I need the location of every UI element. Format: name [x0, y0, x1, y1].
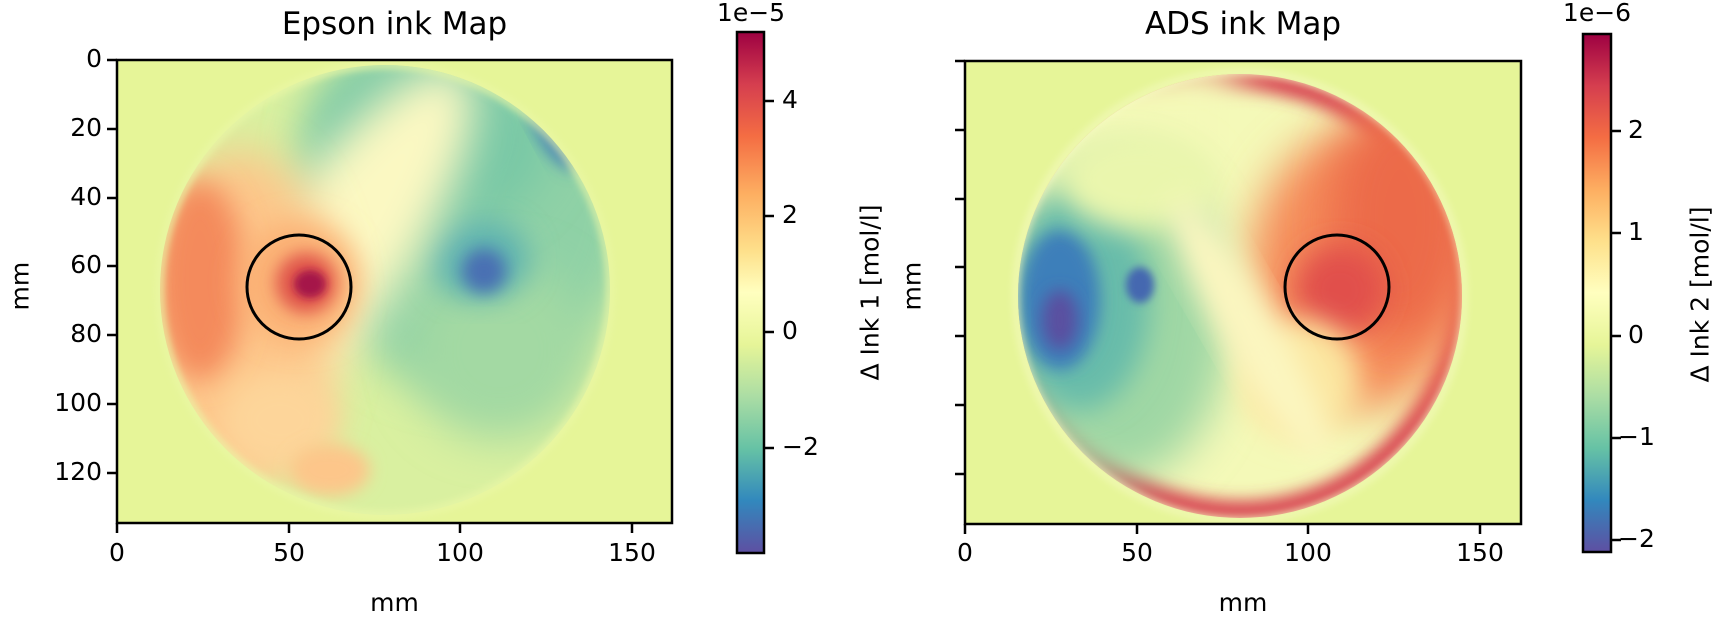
epson-axes-frame — [115, 58, 674, 525]
epson-ytick-label: 100 — [54, 388, 102, 417]
ads-ylabel: mm — [897, 261, 927, 311]
ads-y-ticks — [955, 59, 965, 476]
ads-heatmap — [955, 59, 1523, 534]
ads-cbar-tick-label: −2 — [1618, 524, 1655, 553]
epson-ytick-label: 20 — [70, 113, 102, 142]
epson-heatmap — [107, 58, 674, 533]
epson-x-ticks — [115, 523, 634, 533]
ads-colorbar-offset: 1e−6 — [1562, 0, 1632, 27]
epson-ytick-label: 120 — [54, 457, 102, 486]
epson-chart-title: Epson ink Map — [281, 6, 508, 42]
ads-annotation-circle — [1283, 233, 1391, 341]
epson-xtick-label: 0 — [109, 538, 125, 567]
ads-x-ticks — [963, 524, 1482, 534]
epson-colorbar-label: Δ Ink 1 [mol/l] — [855, 204, 885, 381]
ads-xtick-label: 50 — [1121, 538, 1153, 567]
epson-xlabel: mm — [370, 588, 419, 617]
ads-colorbar-label: Δ Ink 2 [mol/l] — [1685, 206, 1715, 383]
epson-ytick-label: 40 — [70, 182, 102, 211]
epson-xtick-label: 100 — [436, 538, 484, 567]
ads-cbar-tick-label: 2 — [1628, 115, 1644, 144]
epson-colorbar-offset: 1e−5 — [716, 0, 786, 27]
ads-colorbar — [1581, 32, 1621, 554]
epson-cbar-tick-label: −2 — [782, 432, 819, 461]
ads-xtick-label: 100 — [1284, 538, 1332, 567]
epson-ytick-label: 80 — [70, 319, 102, 348]
epson-ytick-label: 0 — [86, 44, 102, 73]
epson-xtick-label: 50 — [273, 538, 305, 567]
epson-colorbar — [735, 30, 774, 555]
ads-xtick-label: 0 — [957, 538, 973, 567]
ads-axes-frame — [963, 59, 1523, 526]
epson-ytick-label: 60 — [70, 250, 102, 279]
epson-cbar-tick-label: 0 — [782, 316, 798, 345]
epson-annotation-circle — [245, 233, 353, 341]
ads-cbar-tick-label: 0 — [1628, 320, 1644, 349]
epson-ylabel: mm — [5, 261, 35, 311]
epson-cbar-tick-label: 2 — [782, 200, 798, 229]
ads-xlabel: mm — [1218, 588, 1268, 617]
ads-chart-title: ADS ink Map — [1144, 6, 1342, 42]
ads-xtick-label: 150 — [1456, 538, 1504, 567]
epson-xtick-label: 150 — [608, 538, 656, 567]
epson-cbar-tick-label: 4 — [782, 85, 798, 114]
ads-cbar-tick-label: 1 — [1628, 217, 1644, 246]
ads-cbar-tick-label: −1 — [1618, 422, 1655, 451]
epson-y-ticks — [107, 58, 117, 475]
